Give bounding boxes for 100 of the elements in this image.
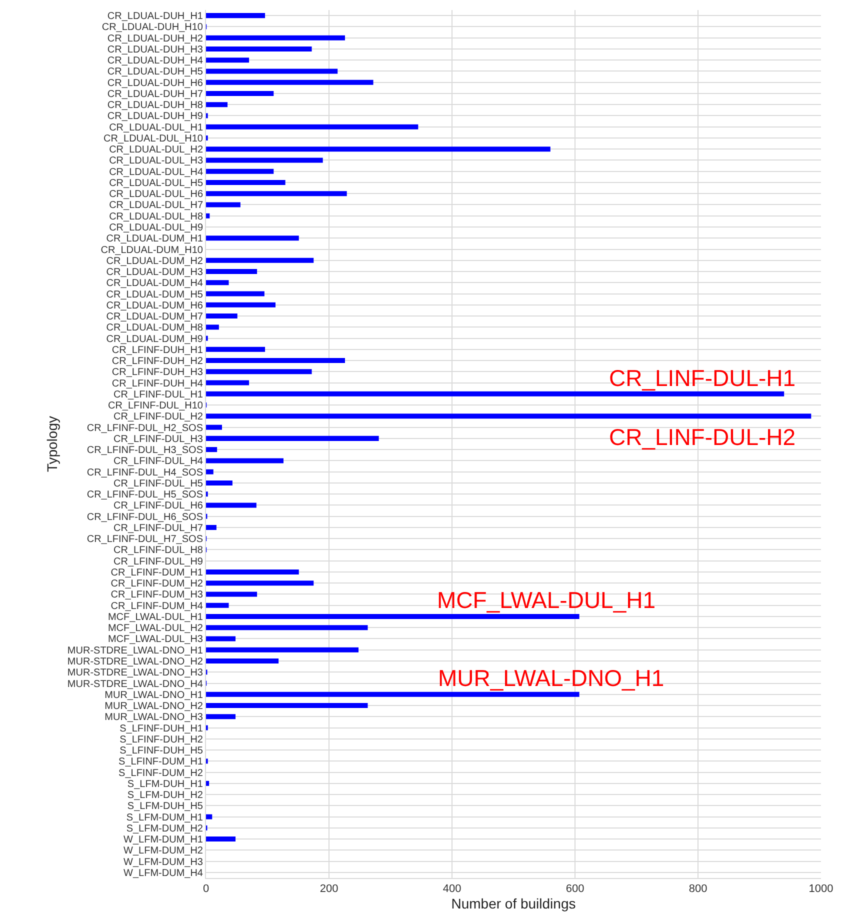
bar (206, 346, 266, 352)
annotation: MUR_LWAL-DNO_H1 (438, 665, 664, 691)
y-tick-label: CR_LFINF-DUL_H6_SOS (86, 512, 204, 523)
bar (206, 447, 218, 452)
x-tick-label: 200 (320, 883, 338, 896)
y-tick-label: CR_LDUAL-DUH_H6 (107, 78, 204, 89)
y-tick-label: MUR-STDRE_LWAL-DNO_H4 (67, 678, 204, 690)
bar (206, 291, 264, 296)
y-tick-label: CR_LDUAL-DUM_H8 (106, 322, 204, 334)
y-tick-label: CR_LDUAL-DUH_H5 (107, 66, 204, 78)
y-tick-label: CR_LFINF-DUM_H2 (110, 578, 204, 590)
y-tick-label: MUR_LWAL-DNO_H1 (104, 690, 204, 701)
bar (206, 158, 323, 163)
bar (206, 614, 580, 619)
y-tick-label: CR_LDUAL-DUH_H4 (107, 56, 204, 67)
y-tick-label: CR_LDUAL-DUL_H5 (109, 178, 204, 189)
y-tick-label: CR_LFINF-DUL_H2 (114, 412, 204, 423)
bar (206, 102, 228, 108)
y-tick-label: CR_LDUAL-DUL_H6 (109, 189, 204, 200)
x-tick-label: 400 (442, 883, 462, 896)
y-tick-label: CR_LFINF-DUL_H5 (114, 478, 204, 490)
y-tick-label: CR_LFINF-DUH_H1 (112, 344, 204, 356)
bar (206, 302, 276, 308)
y-tick-label: CR_LDUAL-DUL_H10 (104, 133, 204, 144)
bar (206, 168, 274, 174)
bar (206, 836, 236, 842)
bar (206, 46, 312, 52)
y-tick-label: CR_LDUAL-DUH_H10 (102, 22, 204, 34)
bar (206, 191, 347, 196)
y-tick-label: CR_LDUAL-DUM_H6 (106, 300, 204, 312)
bar (206, 592, 258, 597)
y-tick-label: MUR_LWAL-DNO_H3 (104, 712, 204, 724)
x-tick-label: 800 (688, 883, 708, 896)
bar (206, 780, 210, 786)
y-tick-label: CR_LDUAL-DUM_H9 (106, 334, 204, 345)
y-tick-label: CR_LDUAL-DUL_H9 (109, 222, 204, 234)
y-axis-title: Typology (44, 416, 60, 472)
y-tick-label: CR_LFINF-DUM_H3 (110, 590, 204, 601)
x-tick-label: 0 (202, 883, 210, 896)
y-tick-label: MUR_LWAL-DNO_H2 (104, 701, 204, 712)
y-tick-label: MCF_LWAL-DUL_H3 (108, 634, 204, 646)
bar (206, 414, 812, 419)
y-tick-label: CR_LFINF-DUH_H3 (112, 367, 204, 378)
y-tick-label: S_LFM-DUM_H2 (126, 823, 204, 834)
bar (206, 814, 212, 820)
bar (206, 380, 250, 386)
bar (206, 658, 279, 664)
x-tick-label: 600 (566, 883, 584, 896)
x-tick-label: 1000 (808, 883, 834, 896)
y-tick-label: CR_LFINF-DUL_H8 (114, 545, 204, 556)
y-tick-label: CR_LDUAL-DUH_H3 (107, 44, 204, 56)
y-tick-label: MCF_LWAL-DUL_H1 (108, 612, 204, 623)
bar (206, 480, 232, 486)
bar (206, 68, 338, 74)
bar (206, 636, 236, 642)
y-tick-label: S_LFINF-DUM_H1 (118, 756, 204, 768)
y-tick-label: W_LFM-DUM_H2 (124, 846, 204, 857)
x-axis-title: Number of buildings (451, 896, 576, 912)
bar (206, 703, 368, 708)
y-tick-label: CR_LFINF-DUL_H1 (114, 389, 204, 400)
bar (206, 714, 236, 720)
y-tick-label: W_LFM-DUM_H3 (124, 856, 204, 868)
bar (206, 458, 284, 464)
y-tick-label: CR_LFINF-DUL_H7_SOS (86, 534, 204, 546)
bar (206, 13, 266, 18)
bar (206, 124, 418, 130)
y-tick-label: CR_LDUAL-DUM_H3 (106, 267, 204, 278)
y-tick-label: CR_LDUAL-DUL_H1 (109, 122, 204, 134)
y-tick-label: S_LFINF-DUM_H2 (118, 768, 204, 779)
y-tick-label: CR_LFINF-DUH_H2 (112, 356, 204, 368)
bar (206, 602, 229, 608)
bar (206, 314, 238, 319)
bar (206, 436, 379, 441)
y-tick-label: CR_LDUAL-DUL_H8 (109, 211, 204, 222)
y-tick-label: S_LFM-DUH_H1 (127, 778, 204, 790)
bar (206, 569, 299, 574)
bar (206, 269, 258, 274)
y-tick-label: CR_LDUAL-DUM_H1 (106, 234, 204, 245)
y-tick-label: W_LFM-DUM_H4 (124, 868, 204, 879)
bar (206, 692, 580, 697)
y-tick-label: CR_LDUAL-DUL_H4 (109, 166, 204, 178)
bar (206, 202, 240, 208)
annotation: MCF_LWAL-DUL_H1 (437, 587, 656, 613)
y-tick-label: S_LFINF-DUH_H2 (120, 734, 204, 746)
y-tick-label: CR_LFINF-DUL_H6 (114, 500, 204, 512)
y-tick-label: MUR-STDRE_LWAL-DNO_H3 (67, 668, 204, 679)
y-tick-label: CR_LDUAL-DUM_H5 (106, 289, 204, 300)
bar (206, 236, 299, 241)
y-tick-label: CR_LFINF-DUL_H9 (114, 556, 204, 568)
y-tick-label: CR_LDUAL-DUH_H9 (107, 111, 204, 122)
y-tick-label: CR_LFINF-DUL_H2_SOS (86, 422, 204, 434)
y-tick-label: CR_LFINF-DUL_H3_SOS (86, 445, 204, 456)
y-tick-label: CR_LDUAL-DUH_H1 (107, 11, 204, 22)
y-tick-label: CR_LFINF-DUL_H4 (114, 456, 204, 468)
y-tick-label: CR_LDUAL-DUL_H3 (109, 156, 204, 167)
y-tick-label: CR_LDUAL-DUL_H7 (109, 200, 204, 212)
y-tick-label: CR_LFINF-DUM_H1 (110, 567, 204, 578)
bar (206, 58, 250, 63)
y-tick-label: S_LFM-DUH_H2 (127, 790, 204, 802)
bar (206, 213, 210, 218)
